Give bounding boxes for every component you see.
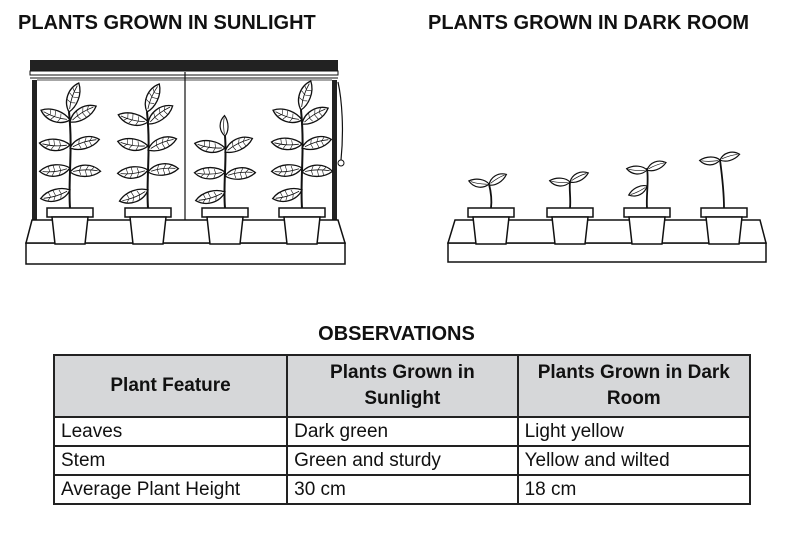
plants-illustration <box>25 60 767 265</box>
window-frame <box>29 60 345 220</box>
observations-title: OBSERVATIONS <box>318 323 475 345</box>
table-header-row: Plant Feature Plants Grown in Sunlight P… <box>52 354 752 418</box>
observations-table: Plant Feature Plants Grown in Sunlight P… <box>52 354 752 505</box>
table-cell: 18 cm <box>516 474 752 505</box>
table-cell: Stem <box>52 445 289 476</box>
wilted-plant <box>623 159 671 245</box>
table-row: Stem Green and sturdy Yellow and wilted <box>52 445 752 476</box>
tall-plant <box>192 114 257 245</box>
dark-room-shelf <box>446 219 767 263</box>
tall-plant <box>269 78 334 245</box>
dark-room-scene-heading: PLANTS GROWN IN DARK ROOM <box>428 12 750 34</box>
column-header: Plants Grown in Sunlight <box>286 354 519 418</box>
table-row: Average Plant Height 30 cm 18 cm <box>52 474 752 505</box>
wilted-plant <box>467 171 515 245</box>
column-header: Plants Grown in Dark Room <box>516 354 752 418</box>
table-cell: Dark green <box>286 416 519 447</box>
table-row: Leaves Dark green Light yellow <box>52 416 752 447</box>
table-cell: 30 cm <box>286 474 519 505</box>
table-cell: Yellow and wilted <box>516 445 752 476</box>
table-cell: Green and sturdy <box>286 445 519 476</box>
tall-plant <box>37 80 102 245</box>
table-cell: Light yellow <box>516 416 752 447</box>
tall-plant <box>115 81 180 245</box>
wilted-plant <box>546 169 594 245</box>
column-header: Plant Feature <box>52 354 289 418</box>
table-cell: Leaves <box>52 416 289 447</box>
sunlight-scene-heading: PLANTS GROWN IN SUNLIGHT <box>18 12 316 34</box>
wilted-plant <box>698 150 748 245</box>
table-cell: Average Plant Height <box>52 474 289 505</box>
